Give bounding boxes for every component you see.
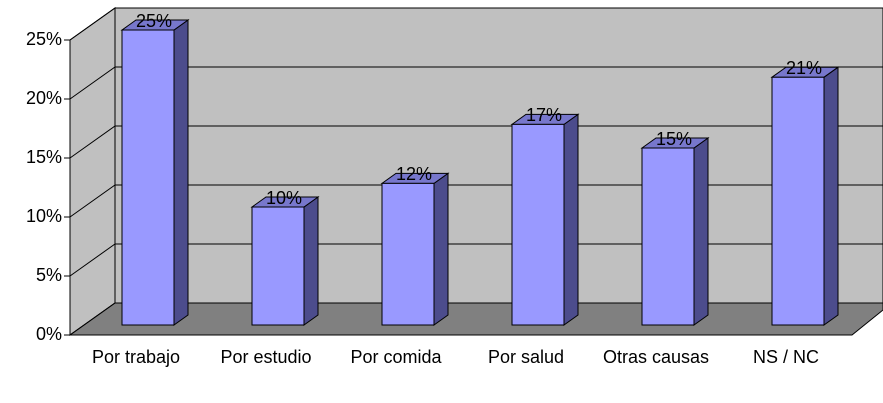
grid-line bbox=[69, 125, 883, 159]
bar-front bbox=[511, 123, 565, 326]
y-tick-label: 20% bbox=[26, 88, 62, 108]
x-tick-label: Por salud bbox=[488, 347, 564, 367]
bar bbox=[640, 137, 710, 326]
bar bbox=[510, 113, 580, 326]
bar-side bbox=[823, 66, 839, 326]
bar bbox=[380, 172, 450, 326]
floor bbox=[68, 302, 883, 336]
x-tick-label: Por comida bbox=[350, 347, 442, 367]
bar-front bbox=[121, 29, 175, 326]
bar-side bbox=[433, 172, 449, 326]
bar-side bbox=[693, 137, 709, 326]
grid-line bbox=[69, 66, 883, 100]
grid-line bbox=[69, 302, 883, 336]
back-wall bbox=[114, 7, 883, 304]
y-tick-label: 25% bbox=[26, 29, 62, 49]
bar-front bbox=[641, 147, 695, 326]
value-label: 15% bbox=[656, 129, 692, 149]
value-label: 21% bbox=[786, 58, 822, 78]
x-tick-label: NS / NC bbox=[753, 347, 819, 367]
y-tick-label: 15% bbox=[26, 147, 62, 167]
bar bbox=[120, 19, 190, 326]
value-label: 25% bbox=[136, 11, 172, 31]
bar bbox=[770, 66, 840, 326]
bar-side bbox=[563, 113, 579, 326]
value-label: 12% bbox=[396, 164, 432, 184]
grid-line bbox=[69, 184, 883, 218]
bar bbox=[250, 196, 320, 326]
left-wall bbox=[69, 7, 116, 336]
x-tick-label: Por trabajo bbox=[92, 347, 180, 367]
bar-side bbox=[303, 196, 319, 326]
grid-line bbox=[69, 7, 883, 41]
bar-front bbox=[381, 182, 435, 326]
y-tick-label: 0% bbox=[36, 324, 62, 344]
x-tick-label: Otras causas bbox=[603, 347, 709, 367]
value-label: 10% bbox=[266, 188, 302, 208]
value-label: 17% bbox=[526, 105, 562, 125]
grid-line bbox=[69, 243, 883, 277]
bar-side bbox=[173, 19, 189, 326]
x-tick-label: Por estudio bbox=[220, 347, 311, 367]
y-tick-label: 10% bbox=[26, 206, 62, 226]
bar-front bbox=[251, 206, 305, 326]
y-tick-label: 5% bbox=[36, 265, 62, 285]
bar-front bbox=[771, 76, 825, 326]
